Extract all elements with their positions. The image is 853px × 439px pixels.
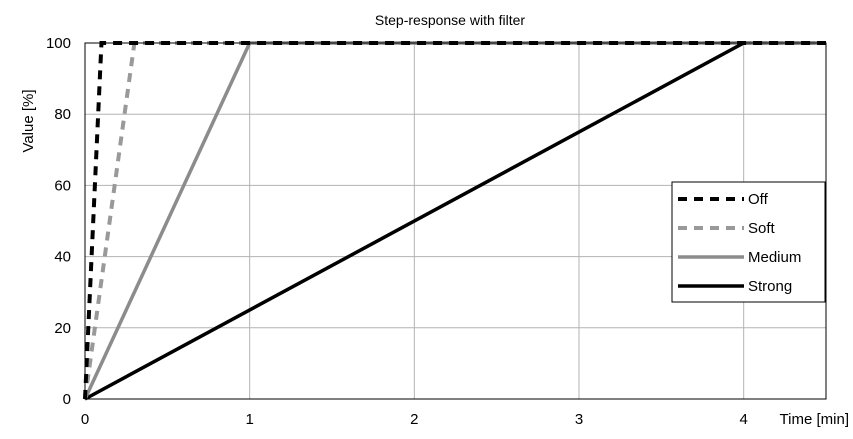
y-tick-label: 80 (54, 106, 71, 123)
x-tick-label: 1 (245, 411, 253, 428)
y-tick-label: 0 (63, 391, 71, 408)
y-tick-label: 40 (54, 249, 71, 266)
legend-label-strong: Strong (748, 278, 792, 295)
legend-label-medium: Medium (748, 249, 801, 266)
legend-box (671, 181, 826, 303)
x-tick-label: 3 (575, 411, 583, 428)
x-tick-label: 2 (410, 411, 418, 428)
legend: Off Soft Medium Strong (671, 181, 826, 303)
x-tick-label: 4 (739, 411, 747, 428)
y-tick-label: 20 (54, 320, 71, 337)
y-axis-title: Value [%] (20, 89, 37, 152)
legend-label-off: Off (748, 191, 769, 208)
y-tick-label: 60 (54, 177, 71, 194)
chart-title: Step-response with filter (375, 12, 526, 28)
x-axis-title: Time [min] (780, 411, 849, 428)
tick-labels: 0 20 40 60 80 100 0 1 2 3 4 (46, 35, 748, 428)
plot-border (84, 42, 827, 400)
legend-label-soft: Soft (748, 220, 776, 237)
x-tick-label: 0 (81, 411, 89, 428)
y-tick-label: 100 (46, 35, 71, 52)
